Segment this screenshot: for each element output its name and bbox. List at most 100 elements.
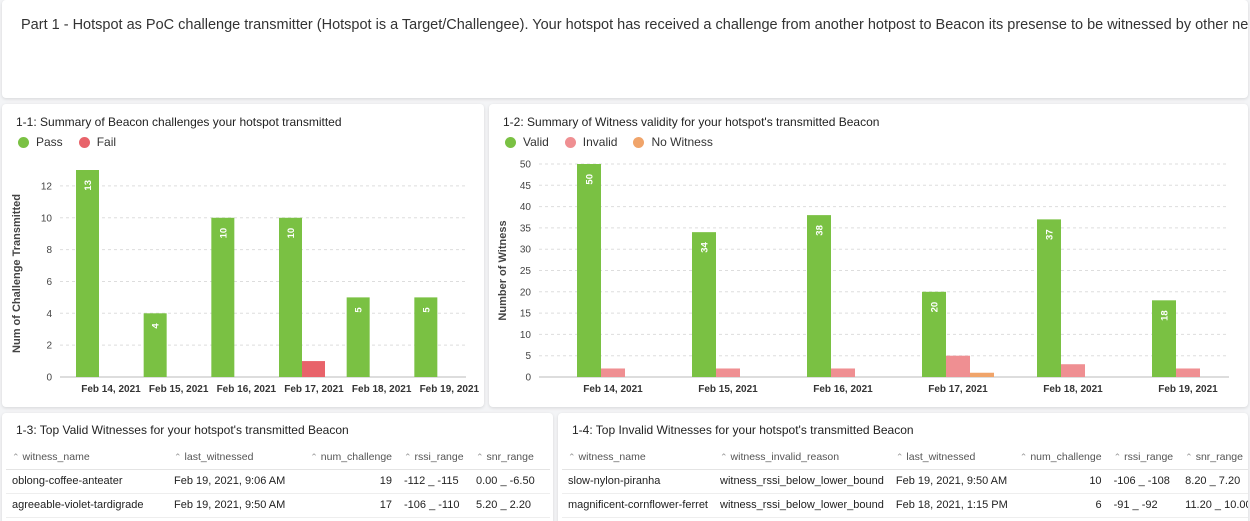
table-title: 1-3: Top Valid Witnesses for your hotspo… <box>16 423 349 437</box>
sort-arrow-icon: ⌃ <box>310 451 318 462</box>
x-tick-label: Feb 14, 2021 <box>81 384 141 395</box>
table-header-row: ⌃ witness_name ⌃ last_witnessed ⌃ num_chall… <box>6 445 550 470</box>
legend-label: Invalid <box>582 135 618 149</box>
chart-card-beacon-summary: 1-1: Summary of Beacon challenges your h… <box>2 104 484 407</box>
intro-text: Part 1 - Hotspot as PoC challenge transm… <box>21 17 1248 33</box>
bar-no-witness <box>970 372 994 377</box>
bar-valid <box>1037 219 1061 377</box>
cell-rssi-range: -112 _ -115 <box>398 469 470 494</box>
bar-data-label: 13 <box>83 180 94 191</box>
table-row[interactable]: slow-nylon-piranha witness_rssi_below_lo… <box>562 469 1248 494</box>
bar-data-label: 38 <box>815 225 826 236</box>
cell-rssi-range: -91 _ -92 <box>1107 493 1180 518</box>
x-tick-label: Feb 17, 2021 <box>928 384 988 395</box>
column-header-rssi-range[interactable]: ⌃ rssi_range <box>398 445 470 470</box>
cell-witness-name: agreeable-violet-tardigrade <box>6 493 168 518</box>
y-tick-label: 5 <box>525 351 531 362</box>
column-header-witness-invalid-reason[interactable]: ⌃ witness_invalid_reason <box>714 445 890 470</box>
bar-data-label: 20 <box>930 302 941 313</box>
legend-item-fail[interactable]: Fail <box>78 135 117 149</box>
sort-arrow-icon: ⌃ <box>895 451 904 462</box>
bar-invalid <box>601 368 625 377</box>
table-row[interactable]: magnificent-cornflower-ferret witness_rs… <box>562 493 1248 518</box>
beacon-summary-chart: 0 2 4 6 8 10 12 Num of Challenge Transmitted 13 F… <box>11 170 480 395</box>
bar-valid <box>692 232 716 377</box>
bar-valid <box>922 291 946 377</box>
table-header-row: ⌃ witness_name ⌃ witness_invalid_reason ⌃ l… <box>562 445 1248 470</box>
cell-witness-invalid-reason: witness_rssi_below_lower_bound <box>714 493 890 518</box>
y-tick-label: 12 <box>41 181 53 192</box>
y-tick-label: 8 <box>46 245 52 256</box>
sort-arrow-icon: ⌃ <box>720 451 728 462</box>
table-row[interactable]: oblong-coffee-anteater Feb 19, 2021, 9:0… <box>6 469 550 494</box>
legend-item-no-witness[interactable]: No Witness <box>633 135 713 149</box>
column-header-last-witnessed[interactable]: ⌃ last_witnessed <box>168 445 304 470</box>
legend-dot-fail-icon <box>78 136 90 148</box>
bar-data-label: 10 <box>218 228 229 239</box>
cell-witness-invalid-reason: witness_rssi_below_lower_bound <box>714 469 890 494</box>
bar-valid <box>1152 300 1176 377</box>
legend-item-invalid[interactable]: Invalid <box>564 135 618 149</box>
bar-pass <box>211 217 235 377</box>
column-header-num-challenge[interactable]: ⌃ num_challenge <box>304 445 398 470</box>
bar-data-label: 18 <box>1160 310 1171 321</box>
x-tick-label: Feb 18, 2021 <box>352 384 412 395</box>
bar-pass <box>143 313 167 377</box>
cell-num-challenge: 6 <box>1013 493 1108 518</box>
legend-dot-pass-icon <box>18 136 29 148</box>
bar-invalid <box>1176 368 1200 377</box>
table-title: 1-4: Top Invalid Witnesses for your hots… <box>572 423 914 437</box>
x-tick-label: Feb 17, 2021 <box>284 384 344 395</box>
column-header-witness-name[interactable]: ⌃ witness_name <box>6 445 168 470</box>
cell-num-challenge: 19 <box>304 469 398 494</box>
cell-num-challenge: 10 <box>1013 469 1108 494</box>
bar-data-label: 37 <box>1045 229 1056 240</box>
bar-pass <box>414 297 438 377</box>
bar-valid <box>577 164 601 377</box>
cell-last-witnessed: Feb 19, 2021, 9:50 AM <box>889 469 1014 494</box>
column-header-num-challenge[interactable]: ⌃ num_challenge <box>1013 445 1108 470</box>
intro-card: Part 1 - Hotspot as PoC challenge transm… <box>2 0 1248 98</box>
x-tick-label: Feb 19, 2021 <box>1158 384 1218 395</box>
cell-snr-range: 11.20 _ 10.00 <box>1179 493 1248 518</box>
cell-num-challenge: 17 <box>304 493 398 518</box>
x-tick-label: Feb 16, 2021 <box>217 384 277 395</box>
bar-fail <box>302 361 325 377</box>
cell-rssi-range: -106 _ -110 <box>398 493 470 518</box>
sort-arrow-icon: ⌃ <box>1185 451 1193 462</box>
bar-data-label: 50 <box>585 174 596 185</box>
cell-snr-range: 5.20 _ 2.20 <box>470 493 550 518</box>
legend-label: Fail <box>96 135 117 149</box>
column-header-last-witnessed[interactable]: ⌃ last_witnessed <box>889 445 1014 470</box>
cell-snr-range: 0.00 _ -6.50 <box>470 469 550 494</box>
x-tick-label: Feb 19, 2021 <box>420 384 480 395</box>
cell-last-witnessed: Feb 18, 2021, 1:15 PM <box>889 493 1014 518</box>
legend-dot-valid-icon <box>505 136 516 148</box>
column-header-witness-name[interactable]: ⌃ witness_name <box>562 445 714 470</box>
chart-card-witness-validity: 1-2: Summary of Witness validity for you… <box>489 104 1248 407</box>
bar-data-label: 34 <box>700 241 711 252</box>
legend-label: Valid <box>523 135 549 149</box>
chart-legend: Pass Fail <box>18 135 132 149</box>
column-header-snr-range[interactable]: ⌃ snr_range <box>1179 445 1248 470</box>
column-header-snr-range[interactable]: ⌃ snr_range <box>470 445 550 470</box>
legend-item-pass[interactable]: Pass <box>18 135 63 149</box>
x-tick-label: Feb 18, 2021 <box>1043 384 1103 395</box>
bar-pass <box>279 217 302 377</box>
table-row[interactable]: agreeable-violet-tardigrade Feb 19, 2021… <box>6 493 550 518</box>
table-card-invalid-witnesses: 1-4: Top Invalid Witnesses for your hots… <box>558 413 1248 521</box>
table-card-valid-witnesses: 1-3: Top Valid Witnesses for your hotspo… <box>2 413 553 521</box>
cell-witness-name: oblong-coffee-anteater <box>6 469 168 494</box>
column-header-rssi-range[interactable]: ⌃ rssi_range <box>1107 445 1180 470</box>
legend-item-valid[interactable]: Valid <box>505 135 549 149</box>
sort-arrow-icon: ⌃ <box>568 451 576 462</box>
legend-label: No Witness <box>651 135 713 149</box>
sort-arrow-icon: ⌃ <box>1113 451 1122 462</box>
cell-rssi-range: -106 _ -108 <box>1107 469 1180 494</box>
chart-title: 1-1: Summary of Beacon challenges your h… <box>16 115 342 129</box>
legend-dot-no-witness-icon <box>633 136 645 148</box>
y-tick-label: 25 <box>520 266 532 277</box>
x-tick-label: Feb 15, 2021 <box>149 384 209 395</box>
cell-last-witnessed: Feb 19, 2021, 9:50 AM <box>168 493 304 518</box>
y-tick-label: 50 <box>520 160 532 171</box>
